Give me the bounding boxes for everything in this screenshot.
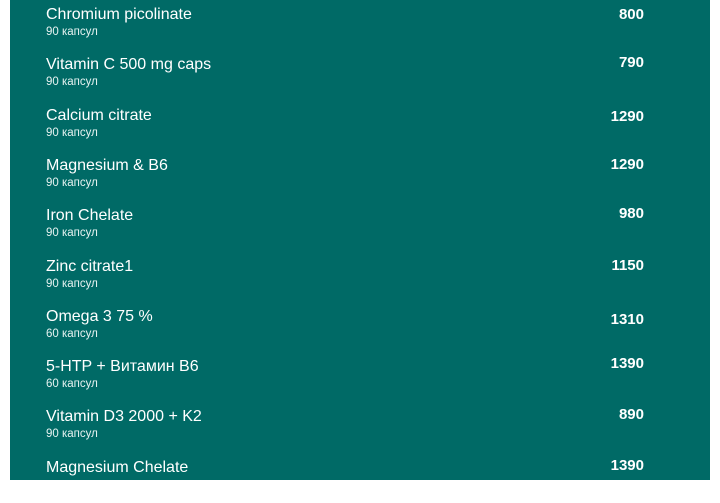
product-row[interactable]: Vitamin D3 2000 + K2 90 капсул 890 (10, 402, 710, 452)
product-row[interactable]: 5-HTP + Витамин B6 60 капсул 1390 (10, 352, 710, 402)
product-name: Chromium picolinate (46, 6, 192, 23)
product-quantity: 90 капсул (46, 428, 98, 441)
product-name: Magnesium & B6 (46, 156, 168, 174)
product-name: 5-HTP + Витамин B6 (46, 358, 199, 376)
product-row[interactable]: Zinc citrate1 90 капсул 1150 (10, 252, 710, 302)
product-price: 1290 (610, 107, 644, 125)
product-row[interactable]: Magnesium & B6 90 капсул 1290 (10, 151, 710, 201)
product-name: Magnesium Chelate (46, 458, 189, 476)
product-quantity: 60 капсул (46, 327, 98, 340)
product-price: 800 (618, 6, 644, 23)
product-quantity: 90 капсул (46, 227, 98, 240)
product-row[interactable]: Chromium picolinate 90 капсул 800 (10, 0, 710, 50)
product-list: Chromium picolinate 90 капсул 800 Vitamin C… (10, 0, 710, 480)
product-row[interactable]: Vitamin C 500 mg caps 90 капсул 790 (10, 50, 710, 100)
product-row[interactable]: Iron Chelate 90 капсул 980 (10, 201, 710, 251)
product-name: Zinc citrate1 (46, 257, 134, 275)
product-price: 1150 (611, 256, 644, 274)
product-quantity: 90 капсул (46, 277, 98, 290)
product-row[interactable]: Calcium citrate 90 капсул 1290 (10, 101, 710, 151)
product-price: 1310 (610, 310, 644, 328)
product-name: Calcium citrate (46, 106, 152, 124)
product-quantity: 90 капсул (46, 76, 98, 89)
product-quantity: 90 капсул (46, 126, 98, 139)
product-price: 1290 (610, 155, 644, 173)
product-quantity: 60 капсул (46, 378, 98, 391)
product-price: 790 (618, 54, 644, 72)
product-row[interactable]: Omega 3 75 % 60 капсул 1310 (10, 302, 710, 352)
product-name: Vitamin C 500 mg caps (46, 56, 212, 74)
product-price: 1390 (610, 355, 644, 373)
product-row[interactable]: Magnesium Chelate 1390 (10, 453, 710, 503)
product-name: Omega 3 75 % (46, 307, 153, 325)
product-price: 980 (618, 205, 644, 223)
product-price: 1390 (610, 456, 644, 474)
product-quantity: 90 капсул (46, 26, 98, 38)
product-name: Vitamin D3 2000 + K2 (46, 408, 202, 426)
product-quantity: 90 капсул (46, 176, 98, 189)
product-name: Iron Chelate (46, 207, 134, 225)
product-price: 890 (618, 406, 644, 424)
